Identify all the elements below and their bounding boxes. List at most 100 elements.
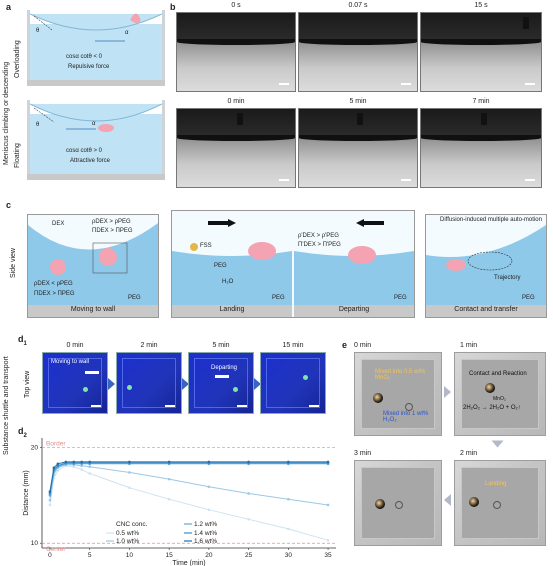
legend-label-0: 0.5 wt% bbox=[116, 530, 139, 537]
ineq-1: ρDEX > ρPEG bbox=[92, 219, 131, 225]
particle-mno2 bbox=[373, 393, 383, 403]
arrow-icon bbox=[85, 371, 99, 374]
x-tick-label: 15 bbox=[166, 552, 174, 559]
series-point-0 bbox=[167, 497, 171, 501]
contact-svg bbox=[426, 225, 546, 307]
mixed-h2o2-label: Mixed into 1 wt% H₂O₂ bbox=[383, 411, 429, 423]
time-e-3: 3 min bbox=[354, 450, 372, 457]
series-point-2 bbox=[48, 494, 52, 497]
time-b-0min: 0 min bbox=[227, 98, 245, 105]
particle-dot bbox=[303, 375, 308, 380]
particle-mno2 bbox=[469, 497, 479, 507]
series-point-4 bbox=[287, 460, 290, 464]
x-tick-label: 0 bbox=[48, 552, 52, 559]
substance-label: Substance shuttle and transport bbox=[3, 356, 10, 455]
reaction-equation: 2H₂O₂ → 2H₂O + O₂↑ bbox=[463, 405, 521, 411]
particle-h2o2 bbox=[395, 501, 403, 509]
series-point-1 bbox=[128, 471, 131, 474]
panel-sub: 2 bbox=[23, 432, 27, 439]
side-view-label: Side view bbox=[10, 248, 17, 278]
prev-arrow-icon bbox=[444, 494, 451, 506]
panel-sub: 1 bbox=[23, 340, 27, 347]
series-point-0 bbox=[56, 469, 60, 472]
landing-label: Landing bbox=[485, 481, 507, 487]
series-point-4 bbox=[64, 460, 68, 464]
departing-label: Departing bbox=[211, 365, 238, 371]
peg-label-2: PEG bbox=[272, 295, 285, 301]
series-point-3 bbox=[48, 492, 52, 495]
trajectory-label: Trajectory bbox=[494, 275, 521, 281]
formula-floating: cosα cotθ > 0 bbox=[66, 148, 102, 154]
particle-h2o2 bbox=[405, 403, 413, 411]
series-point-4 bbox=[80, 460, 84, 464]
time-d1-5: 5 min bbox=[212, 342, 230, 349]
dish-1min: Contact and Reaction 2H₂O₂ → 2H₂O + O₂↑ … bbox=[454, 352, 546, 436]
panel-label-a: a bbox=[6, 2, 12, 12]
dish-3min bbox=[354, 460, 442, 546]
frame-d1-2min bbox=[116, 352, 182, 414]
particle-mno2 bbox=[375, 499, 385, 509]
series-point-1 bbox=[167, 477, 171, 481]
frame-d1-0min: Moving to wall bbox=[42, 352, 108, 414]
particle-h2o2 bbox=[493, 501, 501, 509]
next-arrow-icon bbox=[182, 378, 189, 390]
formula-overloading: cosα cotθ < 0 bbox=[66, 54, 102, 60]
series-line-3 bbox=[49, 462, 329, 494]
series-line-2 bbox=[49, 463, 329, 496]
peg-label-3: PEG bbox=[394, 295, 407, 301]
series-point-1 bbox=[48, 498, 52, 502]
series-point-0 bbox=[88, 472, 91, 475]
series-line-4 bbox=[49, 461, 329, 492]
time-d1-2: 2 min bbox=[140, 342, 158, 349]
ref-label-center: Center bbox=[46, 546, 66, 553]
frame-d1-5min: Departing bbox=[188, 352, 254, 414]
liquid bbox=[30, 24, 162, 80]
series-point-4 bbox=[88, 460, 91, 464]
moving-to-wall-label: Moving to wall bbox=[51, 359, 90, 365]
ineq-2: ΠDEX > ΠPEG bbox=[92, 228, 133, 234]
legend-label-2: 1.2 wt% bbox=[194, 521, 217, 528]
frame-overloading-15s bbox=[420, 12, 542, 92]
legend-label-1: 1.0 wt% bbox=[116, 538, 139, 545]
down-arrow-icon bbox=[491, 440, 504, 448]
time-b-5min: 5 min bbox=[349, 98, 367, 105]
beaker-floor bbox=[27, 80, 165, 86]
particle-dot bbox=[83, 387, 88, 392]
step-moving-to-wall: Moving to wall bbox=[28, 305, 158, 317]
frame-floating-0min bbox=[176, 108, 296, 188]
series-point-1 bbox=[326, 503, 330, 507]
series-point-0 bbox=[287, 527, 290, 531]
catalyst-label: MnO₂ bbox=[493, 396, 506, 402]
time-e-2: 2 min bbox=[460, 450, 478, 457]
series-point-1 bbox=[80, 464, 84, 468]
scene-moving-to-wall: DEX ρDEX > ρPEG ΠDEX > ΠPEG ρDEX < ρPEG … bbox=[27, 214, 159, 318]
series-point-4 bbox=[48, 490, 52, 493]
particle bbox=[98, 124, 114, 132]
attractive-arrow-icon bbox=[66, 128, 96, 130]
y-axis-label: Distance (mm) bbox=[23, 470, 30, 516]
meniscus-curve bbox=[30, 103, 162, 132]
x-tick-label: 5 bbox=[88, 552, 92, 559]
series-point-0 bbox=[326, 539, 330, 542]
ineq-3: ρDEX < ρPEG bbox=[34, 281, 73, 287]
time-e-1: 1 min bbox=[460, 342, 478, 349]
time-b-007s: 0.07 s bbox=[348, 2, 368, 9]
next-arrow-icon bbox=[108, 378, 115, 390]
frame-floating-5min bbox=[298, 108, 418, 188]
series-point-4 bbox=[72, 460, 76, 464]
dex-label: DEX bbox=[52, 221, 65, 227]
panel-label-e: e bbox=[342, 340, 348, 350]
series-point-0 bbox=[247, 518, 250, 521]
force-overloading: Repulsive force bbox=[68, 64, 110, 70]
meniscus-curve bbox=[30, 13, 162, 31]
diffusion-label: Diffusion-induced multiple auto-motion bbox=[440, 217, 542, 223]
series-point-4 bbox=[52, 466, 56, 469]
top-view-label: Top view bbox=[24, 370, 31, 398]
frame-floating-7min bbox=[420, 108, 542, 188]
contact-label: Contact and Reaction bbox=[469, 371, 527, 377]
series-point-0 bbox=[80, 468, 84, 471]
peg-label-1: PEG bbox=[128, 295, 141, 301]
scene-contact-transfer: Diffusion-induced multiple auto-motion T… bbox=[425, 214, 547, 318]
dish-0min: Mixed into 0.5 wt% MnO₂ Mixed into 1 wt%… bbox=[354, 352, 442, 436]
